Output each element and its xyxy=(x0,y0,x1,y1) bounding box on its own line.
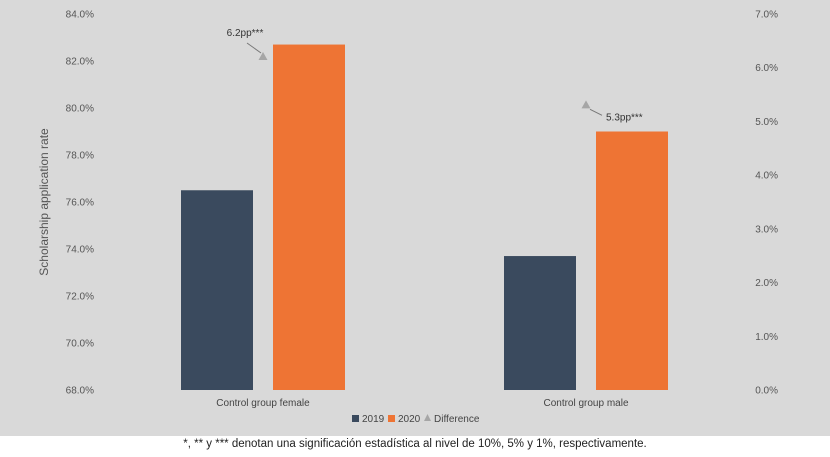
y-axis-label: Scholarship application rate xyxy=(37,128,51,276)
y-tick-label: 70.0% xyxy=(66,339,94,350)
y-tick-label: 84.0% xyxy=(66,10,94,21)
bar-2019-female xyxy=(181,190,253,390)
legend-label: 2020 xyxy=(398,414,421,425)
y2-tick-label: 2.0% xyxy=(755,278,778,289)
difference-leader-line xyxy=(246,42,262,54)
y2-tick-label: 7.0% xyxy=(755,10,778,21)
difference-label: 5.3pp*** xyxy=(606,112,643,123)
legend-label: Difference xyxy=(434,414,480,425)
y-tick-label: 68.0% xyxy=(66,386,94,397)
y2-tick-label: 0.0% xyxy=(755,386,778,397)
bar-2020-female xyxy=(273,44,345,391)
category-label: Control group male xyxy=(543,398,628,409)
bar-chart: 68.0% 70.0% 72.0% 74.0% 76.0% 78.0% 80.0% 82.0%… xyxy=(37,10,778,426)
legend-label: 2019 xyxy=(362,414,385,425)
legend-swatch-difference xyxy=(424,414,431,421)
bar-2019-male xyxy=(504,256,576,390)
y2-tick-label: 1.0% xyxy=(755,332,778,343)
difference-leader-line xyxy=(589,108,603,116)
y-tick-label: 78.0% xyxy=(66,151,94,162)
category-label: Control group female xyxy=(216,398,310,409)
legend-swatch-2019 xyxy=(352,415,359,422)
bar-2020-male xyxy=(596,131,668,390)
chart-area: 68.0% 70.0% 72.0% 74.0% 76.0% 78.0% 80.0% 82.0%… xyxy=(0,0,830,436)
y2-tick-label: 5.0% xyxy=(755,117,778,128)
y-tick-label: 82.0% xyxy=(66,57,94,68)
difference-marker xyxy=(581,100,591,109)
y2-tick-label: 3.0% xyxy=(755,224,778,235)
legend-swatch-2020 xyxy=(388,415,395,422)
difference-label: 6.2pp*** xyxy=(227,28,264,39)
y-tick-label: 74.0% xyxy=(66,245,94,256)
y-tick-label: 80.0% xyxy=(66,104,94,115)
y-tick-label: 76.0% xyxy=(66,198,94,209)
y2-tick-label: 6.0% xyxy=(755,63,778,74)
footnote: *, ** y *** denotan una significación es… xyxy=(183,438,647,450)
y2-tick-label: 4.0% xyxy=(755,171,778,182)
difference-marker xyxy=(258,51,268,60)
y-tick-label: 72.0% xyxy=(66,292,94,303)
